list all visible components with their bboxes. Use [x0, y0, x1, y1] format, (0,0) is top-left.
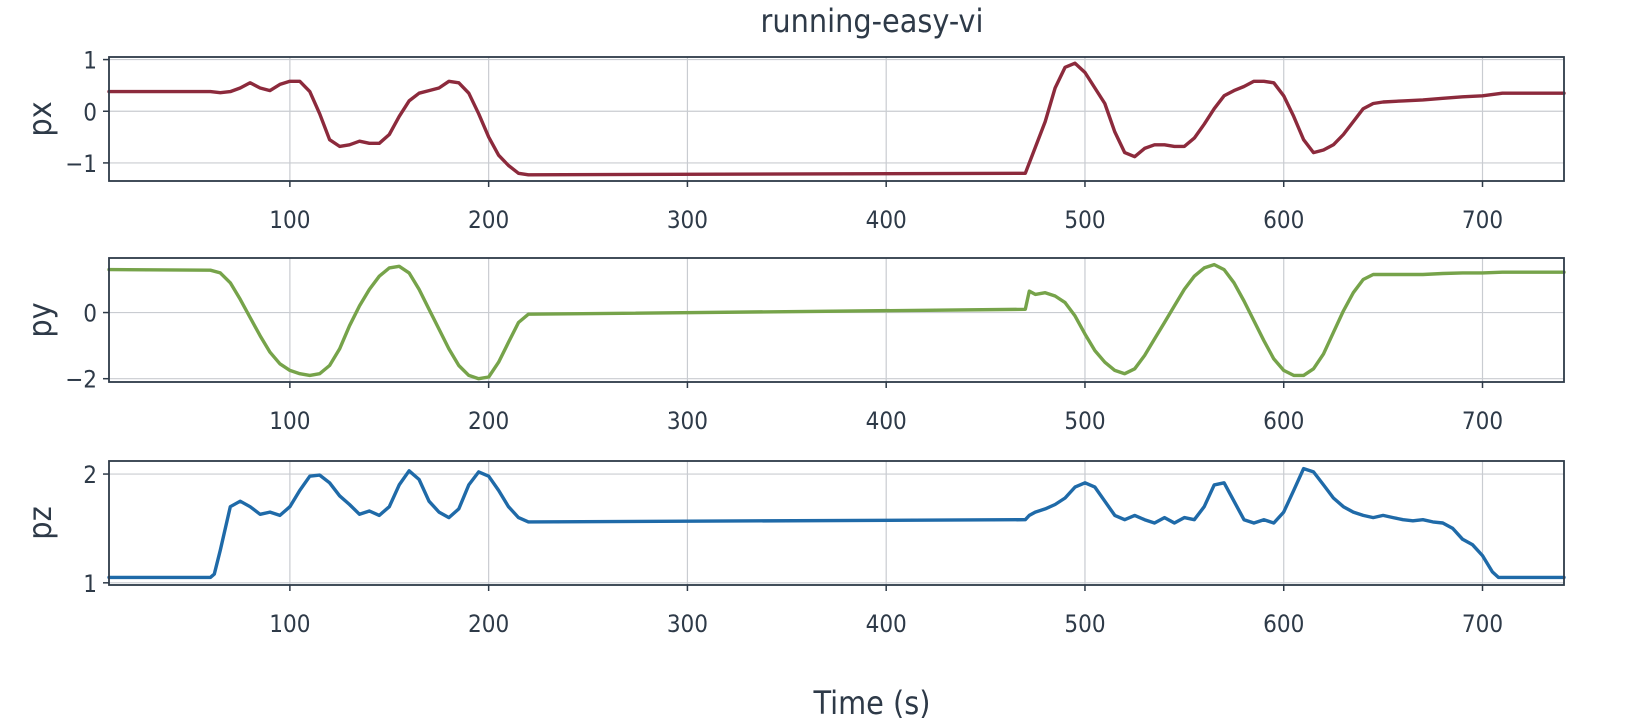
y-tick-label: 0	[83, 300, 97, 328]
y-tick-label: 2	[83, 461, 97, 489]
x-tick-label: 100	[269, 206, 310, 234]
y-tick-label: 1	[83, 570, 97, 598]
axes-frame	[108, 56, 1565, 182]
series-line-py	[107, 262, 1566, 381]
y-axis-label-pz: pz	[21, 506, 59, 539]
x-tick-label: 400	[866, 407, 907, 435]
x-tick-label: 600	[1263, 206, 1304, 234]
axes-frame	[108, 257, 1565, 383]
y-axis-label-py: py	[21, 302, 59, 337]
x-tick-label: 700	[1462, 206, 1503, 234]
x-tick-label: 200	[468, 610, 509, 638]
x-tick-label: 200	[468, 407, 509, 435]
x-tick-label: 500	[1064, 610, 1105, 638]
panel-pz: pz 100 200 300 400 500 600 700 1 2	[21, 460, 1566, 638]
x-tick-label: 200	[468, 206, 509, 234]
y-axis-label-px: px	[21, 101, 59, 136]
y-tick-label: −1	[65, 150, 97, 178]
x-tick-label: 500	[1064, 206, 1105, 234]
x-tick-label: 300	[667, 206, 708, 234]
series-line-px	[107, 61, 1566, 177]
y-tick-label: −2	[65, 366, 97, 394]
panel-px: px 100 200 300 400 500 600 700 −1 0 1	[21, 47, 1566, 234]
x-tick-label: 400	[866, 610, 907, 638]
x-tick-label: 100	[269, 407, 310, 435]
x-tick-label: 600	[1263, 407, 1304, 435]
y-tick-label: 1	[83, 47, 97, 75]
axes-frame	[108, 460, 1565, 586]
chart-title: running-easy-vi	[761, 2, 984, 40]
x-tick-label: 300	[667, 610, 708, 638]
x-tick-label: 700	[1462, 610, 1503, 638]
series-line-pz	[107, 466, 1566, 580]
x-axis-label: Time (s)	[813, 684, 931, 722]
x-tick-label: 700	[1462, 407, 1503, 435]
x-tick-label: 500	[1064, 407, 1105, 435]
x-tick-label: 600	[1263, 610, 1304, 638]
y-tick-label: 0	[83, 98, 97, 126]
x-tick-label: 400	[866, 206, 907, 234]
panel-py: py 100 200 300 400 500 600 700 −2 0	[21, 257, 1566, 435]
x-tick-label: 300	[667, 407, 708, 435]
x-tick-label: 100	[269, 610, 310, 638]
